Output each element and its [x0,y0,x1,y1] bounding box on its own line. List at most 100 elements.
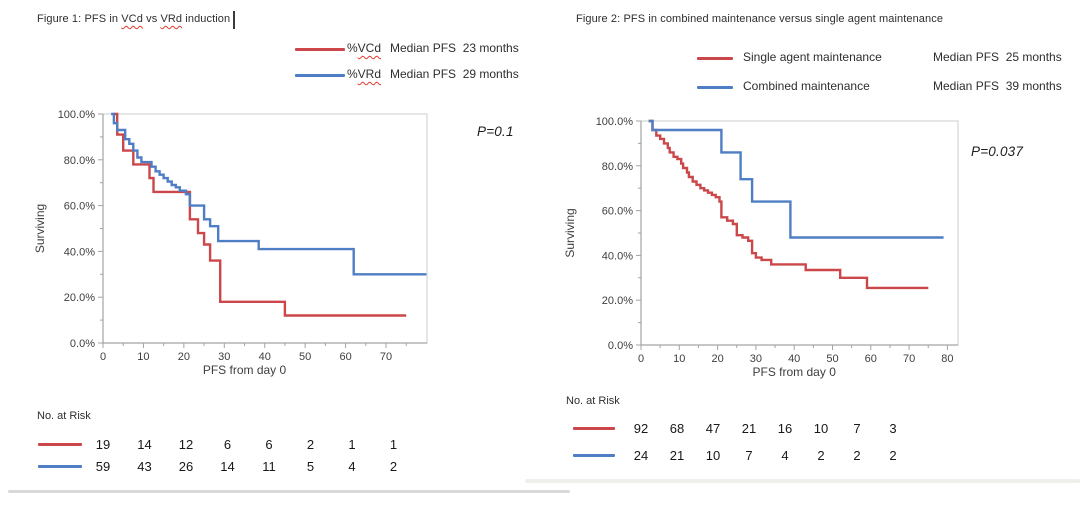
x-tick-label: 60 [865,353,877,365]
risk-count: 2 [389,459,398,474]
figure1-title-drug-vrd: VRd [160,13,183,25]
risk-count: 11 [262,459,276,474]
x-tick-label: 30 [218,351,230,363]
risk-count: 24 [633,448,649,463]
x-tick-label: 0 [100,351,106,363]
figure2-legend-row-single: Single agent maintenance Median PFS 25 m… [0,50,1080,66]
figure1-risk-table-label: No. at Risk [37,410,91,422]
figure1-legend-detail-vcd: Median PFS 23 months [390,41,519,55]
figure1-bottom-divider [8,490,570,493]
risk-count: 10 [705,448,721,463]
risk-count: 3 [889,421,897,436]
x-tick-label: 20 [178,351,190,363]
risk-count: 59 [95,459,111,474]
figure2-p-value: P=0.037 [971,144,1024,159]
risk-count: 6 [223,437,232,452]
risk-count: 4 [781,448,789,463]
y-tick-label: 40.0% [64,246,95,258]
risk-count: 2 [306,437,315,452]
x-tick-label: 40 [788,353,800,365]
risk-count: 1 [348,437,356,452]
y-tick-label: 20.0% [64,292,95,304]
figure2-risk-table-label: No. at Risk [566,395,620,407]
y-tick-label: 80.0% [602,161,633,173]
legend-label-word: VCd [357,41,382,55]
risk-count: 14 [137,437,152,452]
figure2-legend-detail-single: Median PFS 25 months [933,50,1062,64]
legend-label-word: VRd [357,67,382,81]
risk-count: 2 [889,448,897,463]
risk-count: 19 [95,437,111,452]
km-curve--vrd [111,112,427,276]
x-tick-label: 80 [941,353,953,365]
figure1-title[interactable]: Figure 1: PFS in VCd vs VRd induction [37,13,230,25]
legend-line-blue-icon [295,74,345,77]
risk-count: 2 [853,448,861,463]
legend-line-blue-icon [697,86,733,89]
y-tick-label: 100.0% [58,109,96,121]
y-axis-title: Surviving [33,204,47,253]
y-tick-label: 60.0% [64,201,95,213]
x-tick-label: 70 [903,353,915,365]
x-tick-label: 20 [711,353,723,365]
figure2-legend-row-combined: Combined maintenance Median PFS 39 month… [0,79,1080,95]
x-tick-label: 10 [137,351,149,363]
risk-count: 92 [633,421,649,436]
risk-count: 43 [137,459,152,474]
y-tick-label: 100.0% [596,116,634,128]
risk-count: 4 [348,459,356,474]
x-axis-title: PFS from day 0 [753,365,837,379]
figure1-legend-row-vcd: %VCd Median PFS 23 months [0,41,1080,57]
x-tick-label: 70 [380,351,392,363]
figure1-title-drug-vcd: VCd [121,13,143,25]
risk-row-swatch-line [573,427,615,430]
risk-row-swatch-line [38,443,82,446]
y-tick-label: 0.0% [70,338,95,350]
risk-count: 47 [705,421,721,436]
risk-count: 5 [306,459,315,474]
x-tick-label: 50 [299,351,311,363]
plot-frame [640,120,959,346]
y-tick-label: 60.0% [602,206,633,218]
plot-frame [102,113,428,344]
figure2-title[interactable]: Figure 2: PFS in combined maintenance ve… [576,13,944,25]
km-curve-single-agent-maintenance [648,119,929,290]
figure2-legend-label-combined: Combined maintenance [743,79,870,93]
figure1-legend-detail-vrd: Median PFS 29 months [390,67,519,81]
km-curve--vcd [113,112,407,317]
figure2-legend-detail-combined: Median PFS 39 months [933,79,1062,93]
y-tick-label: 0.0% [608,340,633,352]
x-tick-label: 40 [259,351,271,363]
risk-count: 21 [741,421,757,436]
risk-count: 12 [178,437,194,452]
risk-count: 14 [220,459,235,474]
x-tick-label: 10 [673,353,685,365]
legend-line-red-icon [295,48,345,51]
x-tick-label: 50 [826,353,838,365]
risk-count: 7 [745,448,753,463]
legend-line-red-icon [697,57,733,60]
figure1-legend-row-vrd: %VRd Median PFS 29 months [0,67,1080,83]
figure1-km-chart[interactable]: 0.0% 20.0% 40.0% 60.0% 80.0% 100.0% 0 10 20 30 40 5… [30,103,440,393]
risk-count: 10 [813,421,829,436]
x-tick-label: 30 [750,353,762,365]
km-curve-combined-maintenance [648,119,944,239]
risk-count: 6 [265,437,273,452]
figure2-km-chart[interactable]: 0.0% 20.0% 40.0% 60.0% 80.0% 100.0% 0 10 20 30 40 5… [560,103,985,393]
figure1-title-part: induction [182,13,231,25]
y-tick-label: 20.0% [602,295,633,307]
risk-count: 68 [669,421,685,436]
risk-count: 2 [817,448,825,463]
risk-row-swatch-line [573,454,615,457]
figure1-title-part: vs [142,13,161,25]
figure2-legend-label-single: Single agent maintenance [743,50,882,64]
y-tick-label: 80.0% [64,155,95,167]
risk-count: 21 [669,448,685,463]
risk-count: 7 [853,421,861,436]
legend-label-prefix: % [347,67,358,81]
figure1-legend-label-vrd: %VRd [347,67,381,81]
risk-count: 1 [389,437,398,452]
text-cursor-caret [233,11,235,29]
x-tick-label: 0 [638,353,644,365]
